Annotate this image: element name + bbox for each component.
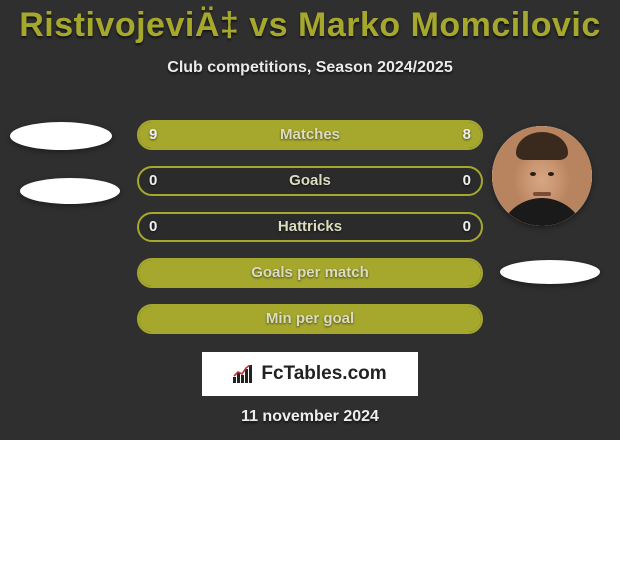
stat-value-right: 0	[463, 168, 471, 194]
date-label: 11 november 2024	[0, 408, 620, 426]
stat-bar: Goals0 0	[137, 166, 483, 196]
stat-label: Goals	[139, 168, 481, 194]
stat-value-right: 0	[463, 214, 471, 240]
comparison-card: RistivojeviÄ‡ vs Marko Momcilovic Club c…	[0, 0, 620, 440]
logo-text: FcTables.com	[261, 363, 386, 385]
stat-value-right: 8	[463, 122, 471, 148]
stat-label: Hattricks	[139, 214, 481, 240]
stat-bar: Min per goal	[137, 304, 483, 334]
stat-rows: Matches98Goals00Hattricks00Goals per mat…	[0, 120, 620, 350]
stat-value-left: 0	[149, 168, 157, 194]
stat-value-left: 0	[149, 214, 157, 240]
fctables-logo: FcTables.com	[202, 352, 418, 396]
page-title: RistivojeviÄ‡ vs Marko Momcilovic	[0, 0, 620, 45]
stat-bar: Matches98	[137, 120, 483, 150]
stat-bar: Goals per match	[137, 258, 483, 288]
bar-chart-icon	[233, 365, 255, 383]
stat-bar: Hattricks0 0	[137, 212, 483, 242]
stat-value-left: 9	[149, 122, 157, 148]
subtitle: Club competitions, Season 2024/2025	[0, 45, 620, 77]
